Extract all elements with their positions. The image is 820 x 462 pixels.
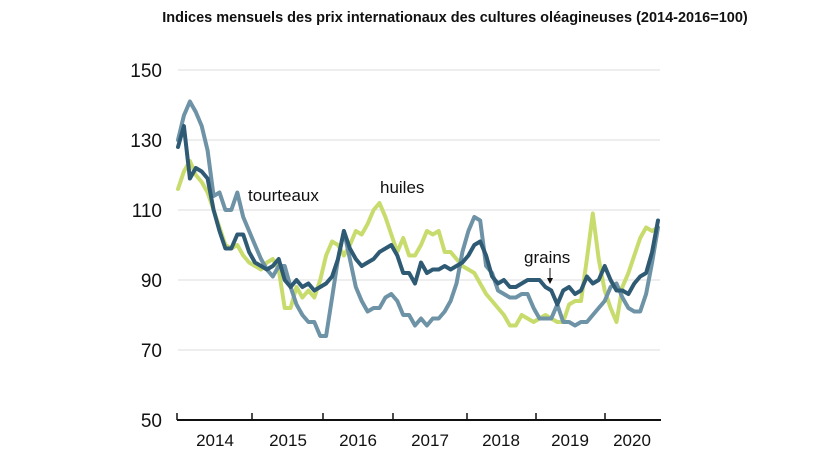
y-axis-labels: 50 70 90 110 130 150 <box>130 61 162 432</box>
x-tick-label: 2018 <box>482 431 520 450</box>
x-axis: 2014 2015 2016 2017 2018 2019 2020 <box>176 413 661 450</box>
y-tick-label: 70 <box>141 341 162 362</box>
series-lines <box>176 99 660 338</box>
y-tick-label: 130 <box>130 131 162 152</box>
x-tick-label: 2016 <box>339 431 377 450</box>
series-tourteaux <box>176 99 660 338</box>
annotation-tourteaux: tourteaux <box>248 186 319 205</box>
x-tick-label: 2020 <box>613 431 651 450</box>
chart-title: Indices mensuels des prix internationaux… <box>162 10 748 26</box>
series-grains <box>176 124 660 307</box>
grains-arrow-icon <box>547 268 553 284</box>
series-huiles <box>176 159 660 328</box>
annotation-huiles: huiles <box>380 178 424 197</box>
annotation-grains: grains <box>524 248 570 267</box>
y-tick-label: 110 <box>132 201 162 222</box>
x-tick-label: 2017 <box>411 431 449 450</box>
y-tick-label: 90 <box>141 271 162 292</box>
y-tick-label: 50 <box>141 411 162 432</box>
x-tick-label: 2019 <box>551 431 589 450</box>
x-tick-label: 2015 <box>269 431 307 450</box>
gridlines <box>178 69 660 351</box>
y-tick-label: 150 <box>130 61 162 82</box>
x-tick-label: 2014 <box>196 431 234 450</box>
